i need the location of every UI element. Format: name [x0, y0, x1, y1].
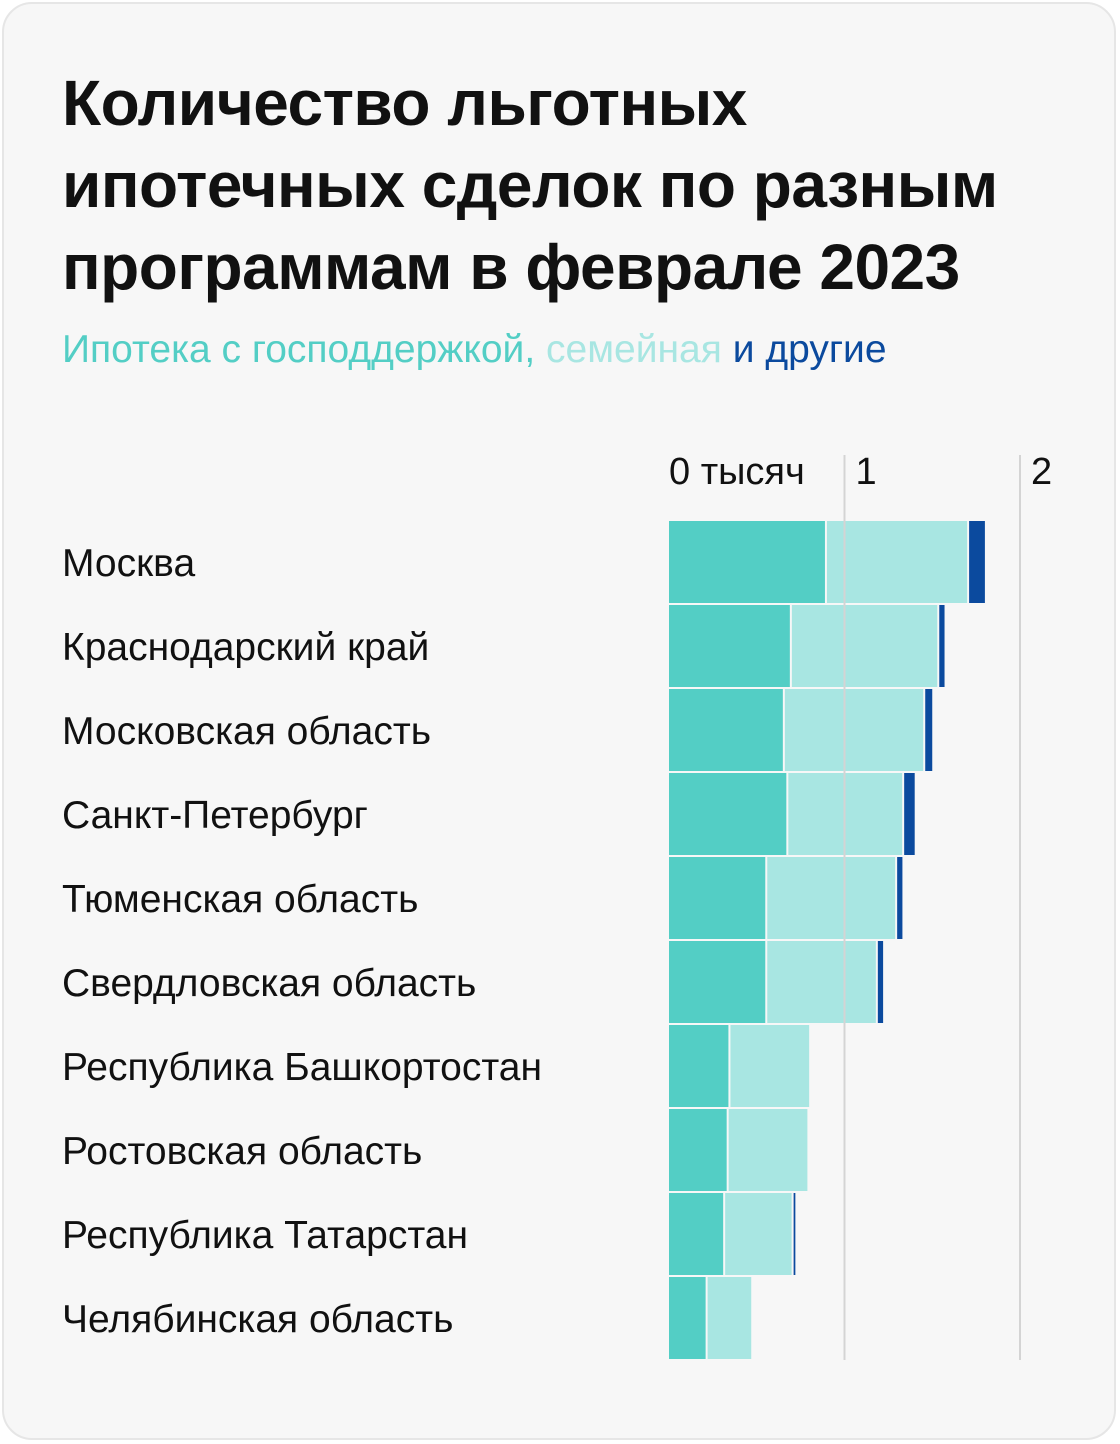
subtitle-other: и другие — [732, 328, 887, 371]
bar-segment-other — [793, 1193, 796, 1275]
x-tick-label: 2 — [1031, 451, 1052, 493]
category-label: Тюменская область — [62, 878, 418, 921]
bar-segment-family — [728, 1109, 808, 1191]
bar-segment-gov-support — [669, 521, 825, 603]
bar-row — [669, 1109, 808, 1191]
bar-row — [669, 521, 985, 603]
subtitle-gov-support: Ипотека с господдержкой, — [62, 328, 536, 371]
bar-segment-gov-support — [669, 1109, 727, 1191]
bar-segment-other — [969, 521, 985, 603]
bar-segment-gov-support — [669, 689, 783, 771]
bars-layer — [669, 521, 985, 1359]
bar-row — [669, 1025, 810, 1107]
bar-segment-family — [767, 857, 896, 939]
bar-segment-family — [826, 521, 968, 603]
category-label: Москва — [62, 542, 195, 585]
category-label: Санкт-Петербург — [62, 794, 368, 837]
bar-segment-gov-support — [669, 941, 766, 1023]
category-labels: Москва Краснодарский край Московская облас… — [62, 542, 542, 1341]
bar-row — [669, 941, 884, 1023]
bar-row — [669, 773, 915, 855]
category-label: Республика Башкортостан — [62, 1046, 542, 1089]
bar-segment-gov-support — [669, 857, 766, 939]
category-label: Краснодарский край — [62, 626, 429, 669]
bar-segment-other — [897, 857, 903, 939]
category-label: Московская область — [62, 710, 431, 753]
x-axis-ticks: 0 тысяч 1 2 — [669, 451, 1052, 493]
bar-segment-other — [925, 689, 933, 771]
bar-segment-family — [784, 689, 924, 771]
bar-row — [669, 857, 903, 939]
bar-segment-gov-support — [669, 1277, 706, 1359]
bar-segment-other — [939, 605, 945, 687]
category-label: Челябинская область — [62, 1298, 453, 1341]
bar-segment-family — [791, 605, 938, 687]
bar-segment-family — [725, 1193, 792, 1275]
category-label: Свердловская область — [62, 962, 476, 1005]
bar-segment-family — [730, 1025, 810, 1107]
category-label: Республика Татарстан — [62, 1214, 468, 1257]
chart-title: Количество льготных ипотечных сделок по … — [62, 67, 998, 303]
bar-segment-family — [767, 941, 876, 1023]
bar-segment-other — [877, 941, 884, 1023]
grid-layer — [843, 455, 1021, 1360]
subtitle-family: семейная — [546, 328, 722, 371]
x-tick-label: 1 — [856, 451, 877, 493]
bar-segment-gov-support — [669, 1025, 729, 1107]
bar-segment-gov-support — [669, 605, 790, 687]
category-label: Ростовская область — [62, 1130, 422, 1173]
bar-row — [669, 1193, 796, 1275]
bar-row — [669, 689, 933, 771]
x-tick-label: 0 тысяч — [669, 451, 805, 493]
bar-segment-gov-support — [669, 773, 787, 855]
bar-row — [669, 605, 945, 687]
chart-subtitle: Ипотека с господдержкой, семейная и друг… — [62, 326, 1072, 374]
bar-segment-gov-support — [669, 1193, 724, 1275]
bar-row — [669, 1277, 752, 1359]
bar-segment-family — [707, 1277, 752, 1359]
bar-segment-other — [904, 773, 915, 855]
